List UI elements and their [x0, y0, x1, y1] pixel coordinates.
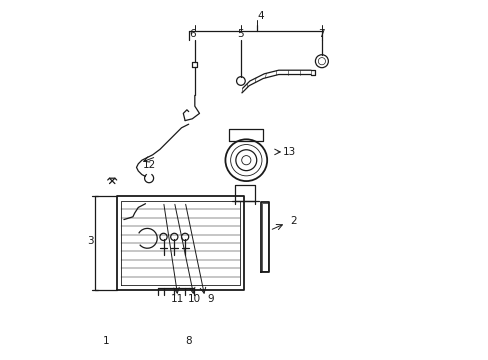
Text: 1: 1: [102, 336, 109, 346]
Text: 4: 4: [257, 11, 264, 21]
Text: 10: 10: [187, 294, 200, 304]
Text: 3: 3: [87, 236, 94, 246]
Text: 7: 7: [318, 29, 325, 39]
Text: 11: 11: [170, 294, 183, 304]
Text: 2: 2: [289, 216, 296, 226]
Text: 6: 6: [188, 29, 195, 39]
Text: 13: 13: [282, 147, 296, 157]
Text: 12: 12: [142, 159, 155, 170]
Text: 9: 9: [206, 294, 213, 304]
Text: 5: 5: [237, 29, 244, 39]
Text: 8: 8: [185, 336, 192, 346]
